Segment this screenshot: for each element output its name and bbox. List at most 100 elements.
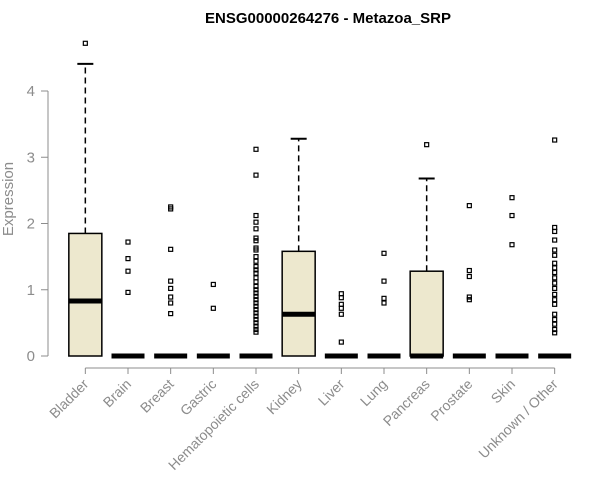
outlier-point bbox=[552, 326, 558, 333]
box-group bbox=[196, 281, 230, 359]
outlier-point bbox=[168, 285, 174, 292]
outlier-point bbox=[552, 301, 558, 307]
y-tick-label: 3 bbox=[27, 149, 35, 166]
box-group bbox=[239, 146, 273, 359]
outlier-point bbox=[466, 294, 472, 300]
outlier-point bbox=[168, 294, 174, 300]
outlier-point bbox=[253, 310, 259, 316]
box-group bbox=[68, 40, 103, 357]
outlier-point bbox=[552, 260, 558, 266]
outlier-point bbox=[552, 297, 558, 303]
box bbox=[409, 270, 444, 357]
box-group bbox=[538, 137, 572, 359]
outlier-point bbox=[253, 313, 259, 319]
outlier-point bbox=[552, 247, 558, 253]
outlier-point bbox=[253, 226, 259, 232]
box-group bbox=[409, 142, 444, 359]
outlier-point bbox=[381, 250, 387, 256]
box bbox=[281, 250, 316, 357]
x-tick-label: Liver bbox=[315, 376, 348, 409]
x-tick-label: Gastric bbox=[177, 376, 220, 419]
outlier-point bbox=[253, 146, 259, 152]
outlier-point bbox=[125, 256, 131, 262]
outlier-point bbox=[552, 228, 558, 235]
outlier-point bbox=[253, 293, 259, 299]
outlier-point bbox=[466, 267, 472, 274]
x-tick-label: Lung bbox=[357, 376, 390, 409]
outlier-point bbox=[338, 295, 344, 301]
outlier-point bbox=[253, 270, 259, 276]
x-tick-label: Skin bbox=[488, 376, 519, 407]
outlier-point bbox=[253, 323, 259, 329]
outlier-point bbox=[168, 300, 174, 306]
box-group bbox=[324, 291, 358, 359]
outlier-point bbox=[253, 329, 259, 335]
box-group bbox=[495, 195, 529, 359]
chart-title: ENSG00000264276 - Metazoa_SRP bbox=[205, 10, 451, 27]
outlier-point bbox=[338, 311, 344, 317]
outlier-point bbox=[552, 252, 558, 258]
outlier-point bbox=[253, 287, 259, 293]
outlier-point bbox=[168, 311, 174, 317]
outlier-point bbox=[253, 238, 259, 244]
outlier-point bbox=[253, 219, 259, 225]
x-tick-label: Breast bbox=[137, 376, 177, 416]
outlier-point bbox=[552, 321, 558, 327]
outlier-point bbox=[552, 265, 558, 271]
outlier-point bbox=[253, 279, 259, 285]
outlier-point bbox=[466, 273, 472, 280]
outlier-point bbox=[552, 237, 558, 243]
y-axis: 0 1 2 3 4 bbox=[27, 83, 49, 365]
x-tick-label: Pancreas bbox=[380, 376, 433, 429]
outlier-point bbox=[381, 300, 387, 306]
y-tick-label: 4 bbox=[27, 83, 35, 100]
outlier-point bbox=[253, 263, 259, 270]
outlier-point bbox=[253, 297, 259, 303]
outlier-point bbox=[253, 307, 259, 313]
outlier-point bbox=[253, 320, 259, 326]
y-tick-label: 1 bbox=[27, 282, 35, 299]
outlier-point bbox=[552, 311, 558, 317]
outlier-point bbox=[253, 235, 259, 241]
outlier-point bbox=[253, 303, 259, 309]
outlier-point bbox=[338, 339, 344, 345]
outlier-point bbox=[509, 212, 515, 219]
y-tick-label: 0 bbox=[27, 348, 35, 365]
outlier-point bbox=[253, 290, 259, 296]
outlier-point bbox=[125, 289, 131, 295]
box-group bbox=[154, 204, 188, 359]
x-tick-label: Kidney bbox=[263, 376, 305, 418]
outlier-point bbox=[82, 40, 88, 46]
x-tick-label: Unknown / Other bbox=[475, 376, 561, 462]
outlier-point bbox=[509, 195, 515, 201]
box-group bbox=[452, 203, 486, 359]
outlier-point bbox=[253, 283, 259, 290]
outlier-point bbox=[253, 247, 259, 253]
outlier-point bbox=[210, 281, 216, 288]
outlier-point bbox=[253, 300, 259, 306]
outlier-point bbox=[552, 316, 558, 323]
box-group bbox=[367, 250, 401, 359]
outlier-point bbox=[253, 267, 259, 273]
outlier-point bbox=[253, 254, 259, 260]
outlier-point bbox=[338, 305, 344, 311]
outlier-point bbox=[552, 280, 558, 286]
outlier-point bbox=[253, 172, 259, 178]
outlier-point bbox=[125, 268, 131, 274]
box-group bbox=[111, 239, 145, 359]
x-tick-label: Bladder bbox=[46, 376, 92, 422]
outlier-point bbox=[552, 275, 558, 281]
y-tick-label: 2 bbox=[27, 216, 35, 233]
outlier-point bbox=[253, 212, 259, 219]
outlier-point bbox=[168, 206, 174, 212]
outlier-point bbox=[168, 246, 174, 252]
outlier-point bbox=[210, 305, 216, 311]
x-tick-label: Prostate bbox=[427, 376, 475, 424]
outlier-point bbox=[552, 137, 558, 143]
outlier-point bbox=[552, 285, 558, 292]
box bbox=[68, 232, 103, 357]
outlier-point bbox=[466, 297, 472, 303]
outlier-point bbox=[381, 278, 387, 284]
